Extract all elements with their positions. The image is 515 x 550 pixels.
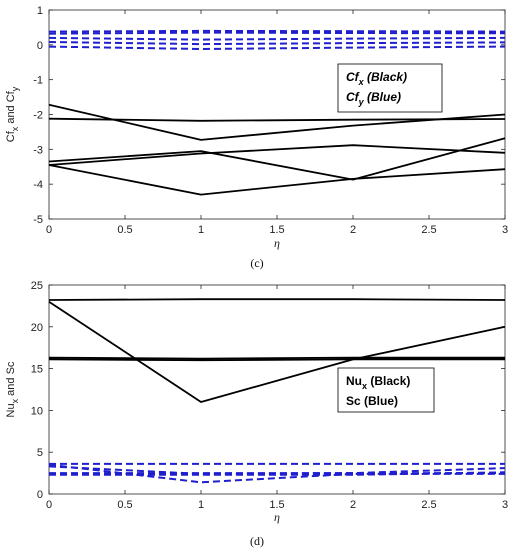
x-tick-label: 2 [350,499,356,511]
legend-entry-suffix: (Blue) [364,90,401,104]
y-axis-label-part: Cf [5,90,17,102]
series-line-black-3 [48,137,506,181]
y-axis-label-part: and Sc [5,361,17,399]
panel-caption: (d) [250,534,264,548]
legend-entry-subscript: y [358,97,365,107]
y-tick-label: 10 [31,405,43,417]
x-tick-label: 0 [46,499,52,511]
y-tick-label: 0 [37,489,43,501]
y-axis-label: Cfx and Cfy [5,86,20,142]
x-tick-label: 2.5 [421,224,436,236]
x-tick-label: 0 [46,224,52,236]
y-tick-label: 25 [31,280,43,292]
y-tick-label: 0 [37,40,43,52]
legend: Nux (Black) Sc (Blue) [337,367,435,413]
y-tick-label: 20 [31,322,43,334]
y-axis-label-subscript: y [10,86,20,91]
series-line-black-2 [48,144,506,166]
series-line-black-0 [48,298,506,301]
series-line-black-3 [48,358,505,362]
y-axis-label-subscript: x [10,398,20,403]
legend-entry-subscript: x [358,77,365,87]
series-line-black-1 [48,300,506,403]
series-line-blue-7 [48,36,506,41]
legend-entry-label: Nu [346,374,362,388]
x-tick-label: 2.5 [421,499,436,511]
legend-entry-suffix: (Black) [364,70,407,84]
legend-entry-label: Cf [346,70,360,84]
y-tick-label: 1 [37,5,43,17]
x-tick-label: 1 [198,499,204,511]
legend-box [337,63,443,113]
legend: Cfx (Black)Cfy (Blue) [337,63,443,113]
series-line-blue-5 [48,465,506,475]
x-tick-label: 1.5 [269,499,284,511]
x-tick-label: 1.5 [269,224,284,236]
series-line-black-1 [48,117,506,122]
x-tick-label: 0.5 [117,224,132,236]
legend-entry-label: Sc [346,394,361,408]
legend-entry-label: Cf [346,90,360,104]
y-axis-label-part: Cf [5,130,17,142]
series-line-black-4 [48,164,506,196]
x-tick-label: 3 [502,499,508,511]
legend-entry: Cfy (Blue) [346,90,401,107]
series-line-blue-8 [48,41,506,46]
x-axis-label: η [274,236,280,250]
legend-entry-suffix: (Blue) [361,394,398,408]
legend-entry: Nux (Black) [346,374,410,391]
legend-box [337,367,435,413]
legend-entry-subscript: x [362,381,367,391]
y-tick-label: -1 [33,75,43,87]
panel-caption: (c) [250,256,263,270]
y-axis-label: Nux and Sc [5,361,20,417]
series-line-blue-7 [49,471,506,476]
series-line-black-2 [48,356,505,360]
y-tick-label: 5 [37,447,43,459]
legend-entry-suffix: (Black) [367,374,410,388]
legend-entry: Sc (Blue) [346,394,398,408]
y-tick-label: -3 [33,144,43,156]
x-tick-label: 3 [502,224,508,236]
x-tick-label: 0.5 [117,499,132,511]
x-tick-label: 1 [198,224,204,236]
y-axis-label-part: Nu [5,403,17,417]
y-tick-label: 15 [31,364,43,376]
x-tick-label: 2 [350,224,356,236]
y-tick-label: -5 [33,214,43,226]
series-line-blue-6 [48,31,506,35]
y-tick-label: -4 [33,179,43,191]
x-axis-label: η [274,510,280,524]
series-line-blue-5 [48,29,506,33]
y-axis-label-part: and [5,102,17,126]
legend-entry: Cfx (Black) [346,70,407,87]
series-line-blue-9 [48,45,506,50]
y-axis-label-subscript: x [10,126,20,131]
y-tick-label: -2 [33,110,43,122]
